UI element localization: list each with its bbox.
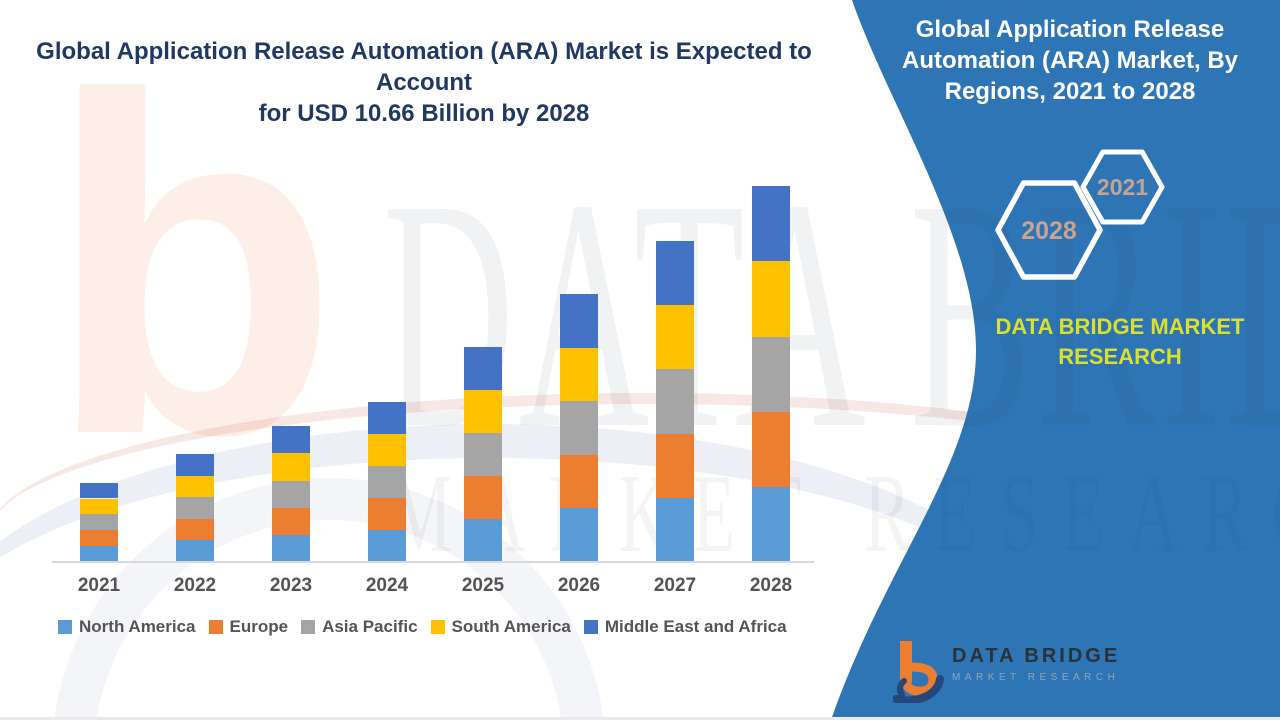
- bar-segment-middle-east-and-africa-2021: [80, 482, 118, 499]
- legend-label-middle-east-and-africa: Middle East and Africa: [604, 617, 787, 636]
- bar-segment-asia-pacific-2025: [464, 432, 502, 476]
- brand-name-line-2: RESEARCH: [1058, 344, 1182, 369]
- bar-segment-europe-2024: [368, 497, 406, 530]
- bar-segment-middle-east-and-africa-2024: [368, 401, 406, 434]
- bar-segment-north-america-2023: [272, 534, 310, 562]
- bar-segment-north-america-2026: [560, 508, 598, 562]
- data-bridge-logo-icon: [892, 637, 945, 708]
- bar-segment-south-america-2023: [272, 453, 310, 481]
- bar-segment-south-america-2028: [752, 261, 790, 337]
- legend-label-north-america: North America: [79, 617, 196, 636]
- x-axis-label-2021: 2021: [77, 575, 121, 596]
- x-axis-label-2023: 2023: [269, 575, 313, 596]
- legend-swatch-south-america: [430, 620, 445, 634]
- bar-segment-south-america-2021: [80, 498, 118, 515]
- side-panel-title-line-3: Regions, 2021 to 2028: [944, 78, 1196, 105]
- bar-segment-middle-east-and-africa-2022: [176, 454, 214, 476]
- hexagon-2021: [1080, 149, 1165, 225]
- bar-segment-north-america-2025: [464, 518, 502, 562]
- bar-segment-europe-2023: [272, 507, 310, 535]
- x-axis-label-2024: 2024: [365, 575, 409, 596]
- legend-label-asia-pacific: Asia Pacific: [322, 617, 418, 636]
- bar-segment-south-america-2027: [656, 305, 694, 370]
- legend-label-europe: Europe: [229, 617, 289, 636]
- bar-segment-europe-2026: [560, 454, 598, 509]
- bar-segment-europe-2027: [656, 433, 694, 498]
- brand-name: DATA BRIDGE MARKET RESEARCH: [960, 312, 1280, 372]
- bar-segment-south-america-2022: [176, 475, 214, 498]
- bar-segment-asia-pacific-2022: [176, 497, 214, 519]
- x-axis-label-2022: 2022: [173, 575, 217, 596]
- bar-segment-north-america-2022: [176, 540, 214, 562]
- legend-swatch-europe: [208, 620, 223, 634]
- bar-segment-north-america-2021: [80, 546, 118, 562]
- legend-swatch-asia-pacific: [301, 620, 316, 634]
- legend-swatch-middle-east-and-africa: [583, 620, 598, 634]
- bar-segment-asia-pacific-2021: [80, 514, 118, 531]
- bar-segment-middle-east-and-africa-2023: [272, 426, 310, 454]
- legend-label-south-america: South America: [451, 617, 571, 636]
- bar-segment-asia-pacific-2023: [272, 480, 310, 508]
- logo-tagline: MARKET RESEARCH: [952, 672, 1120, 683]
- bar-segment-north-america-2028: [752, 486, 790, 562]
- bottom-divider: [0, 717, 1280, 720]
- bar-segment-south-america-2025: [464, 389, 502, 433]
- brand-name-line-1: DATA BRIDGE MARKET: [995, 314, 1245, 339]
- bar-segment-middle-east-and-africa-2025: [464, 346, 502, 390]
- x-axis-label-2025: 2025: [461, 575, 505, 596]
- hexagon-2028: [995, 180, 1103, 280]
- bar-segment-asia-pacific-2026: [560, 401, 598, 455]
- bar-segment-middle-east-and-africa-2026: [560, 293, 598, 348]
- data-bridge-logo-text: DATA BRIDGE MARKET RESEARCH: [952, 645, 1120, 683]
- bar-segment-middle-east-and-africa-2027: [656, 241, 694, 306]
- bar-segment-europe-2025: [464, 475, 502, 519]
- legend-item-south-america: South America: [430, 617, 571, 637]
- legend-item-europe: Europe: [208, 617, 289, 637]
- hexagon-2028-year: 2028: [1021, 217, 1077, 245]
- legend-item-north-america: North America: [58, 617, 196, 637]
- main-title-line-2: for USD 10.66 Billion by 2028: [258, 100, 590, 127]
- bar-segment-europe-2021: [80, 530, 118, 547]
- bar-segment-south-america-2026: [560, 347, 598, 402]
- bar-segment-asia-pacific-2027: [656, 369, 694, 434]
- bar-segment-europe-2022: [176, 518, 214, 541]
- logo-name: DATA BRIDGE: [952, 645, 1121, 667]
- legend-item-asia-pacific: Asia Pacific: [301, 617, 418, 637]
- bar-segment-europe-2028: [752, 411, 790, 487]
- bar-segment-asia-pacific-2028: [752, 336, 790, 412]
- bar-segment-north-america-2027: [656, 497, 694, 562]
- side-panel-title-line-2: Automation (ARA) Market, By: [901, 47, 1238, 74]
- side-panel-title: Global Application Release Automation (A…: [884, 14, 1256, 107]
- main-title: Global Application Release Automation (A…: [0, 36, 848, 129]
- x-axis-line: [52, 561, 814, 563]
- x-axis-label-2027: 2027: [653, 575, 697, 596]
- legend-item-middle-east-and-africa: Middle East and Africa: [583, 617, 787, 637]
- bar-segment-middle-east-and-africa-2028: [752, 186, 790, 262]
- x-axis-label-2028: 2028: [749, 575, 793, 596]
- watermark-red-swoosh: [0, 393, 1280, 674]
- side-panel-title-line-1: Global Application Release: [915, 16, 1225, 43]
- bar-segment-asia-pacific-2024: [368, 465, 406, 498]
- bar-segment-north-america-2024: [368, 529, 406, 562]
- hexagon-2021-year: 2021: [1097, 174, 1148, 200]
- chart-legend: North America Europe Asia Pacific South Ame…: [58, 617, 787, 637]
- bar-segment-south-america-2024: [368, 433, 406, 466]
- legend-swatch-north-america: [58, 620, 72, 634]
- x-axis-label-2026: 2026: [557, 575, 601, 596]
- main-title-line-1: Global Application Release Automation (A…: [36, 38, 812, 96]
